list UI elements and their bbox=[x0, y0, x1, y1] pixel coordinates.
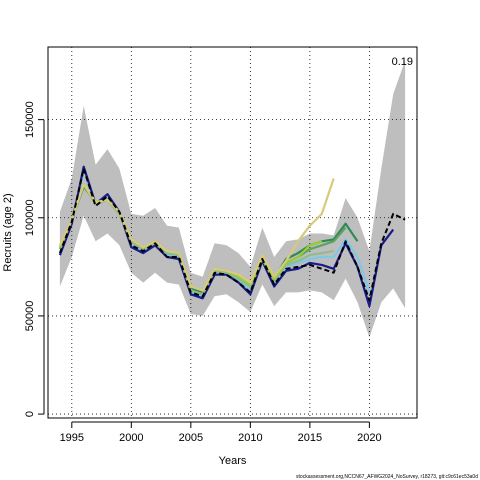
x-tick-label: 2010 bbox=[238, 432, 262, 444]
credit-text: stockassessment.org,NCCN67_AFWG2024_NoSu… bbox=[296, 474, 478, 480]
series-line-8 bbox=[58, 167, 406, 302]
plot-frame bbox=[47, 46, 418, 419]
x-tick-label: 2015 bbox=[298, 432, 322, 444]
y-tick-label: 0 bbox=[24, 411, 36, 417]
x-tick-label: 2000 bbox=[119, 432, 143, 444]
y-tick-label: 100000 bbox=[24, 199, 36, 236]
series-line-7 bbox=[58, 178, 335, 292]
x-tick-label: 2020 bbox=[357, 432, 381, 444]
corner-value-label: 0.19 bbox=[392, 56, 413, 68]
x-tick-label: 2005 bbox=[179, 432, 203, 444]
axis-layer: 1995 2000 2005 2010 2015 2020 0 50000 100000 1500… bbox=[24, 101, 382, 444]
grid-layer bbox=[48, 47, 417, 418]
x-tick-label: 1995 bbox=[60, 432, 84, 444]
x-axis-title: Years bbox=[219, 455, 247, 467]
y-axis-title: Recruits (age 2) bbox=[2, 193, 14, 271]
series-layer bbox=[58, 165, 406, 308]
y-tick-label: 50000 bbox=[24, 301, 36, 332]
y-tick-label: 150000 bbox=[24, 101, 36, 138]
